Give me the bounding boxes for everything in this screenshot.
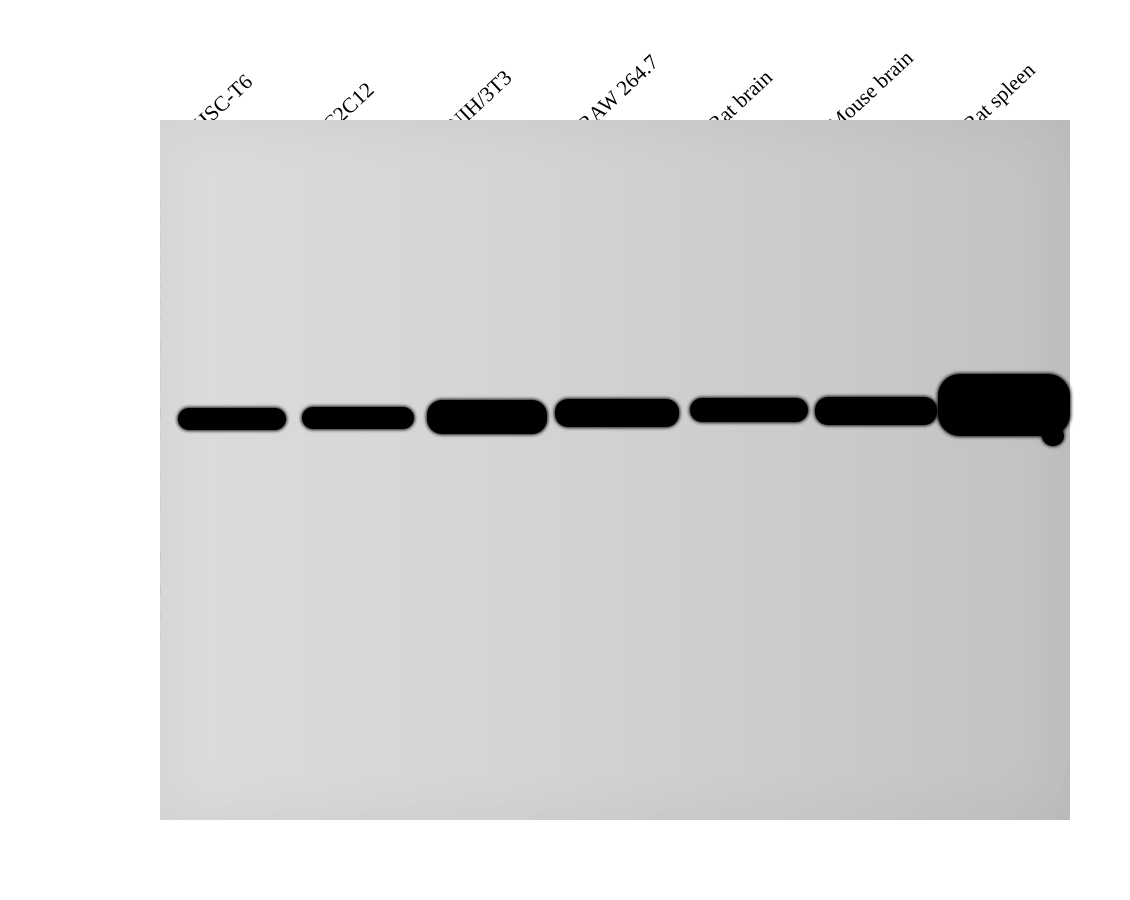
band <box>815 397 937 425</box>
band <box>690 398 808 422</box>
band <box>178 408 286 430</box>
band <box>427 400 547 434</box>
bands-container <box>0 0 1130 900</box>
band-smear <box>1042 426 1064 446</box>
western-blot-figure: 100 kDa→70 kDa→50 kDa→40 kDa→30 kDa→20 k… <box>0 0 1130 900</box>
band <box>302 407 414 429</box>
band <box>555 399 679 427</box>
